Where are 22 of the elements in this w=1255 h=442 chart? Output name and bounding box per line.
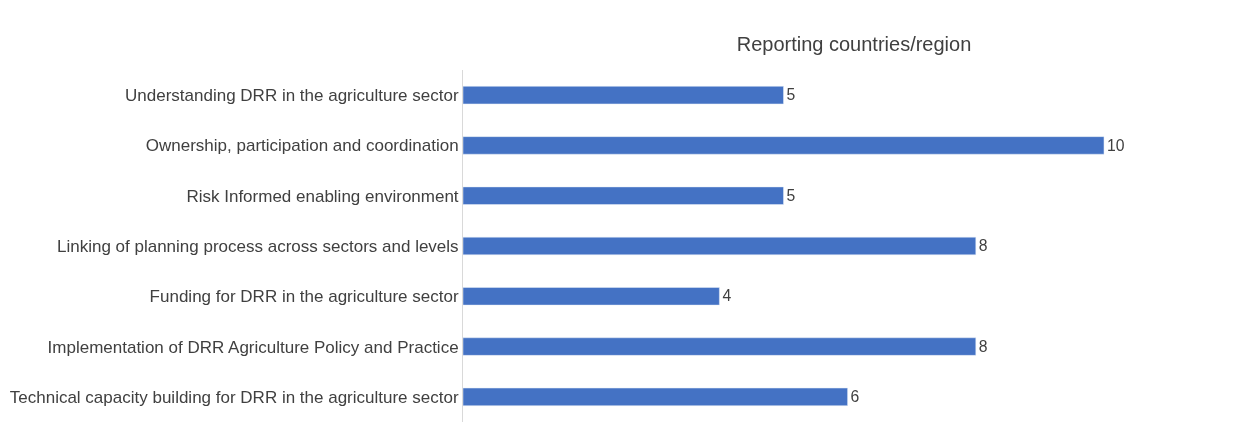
y-tick-label: Understanding DRR in the agriculture sector: [125, 86, 459, 106]
data-label: 5: [786, 186, 796, 204]
data-label: 5: [786, 86, 796, 104]
bar: [463, 387, 848, 406]
bar: [463, 236, 977, 256]
data-label: 8: [978, 237, 988, 255]
bar: [463, 337, 977, 356]
chart-title: Reporting countries/region: [736, 33, 972, 56]
data-label: 6: [850, 387, 860, 405]
y-tick-label: Funding for DRR in the agriculture sector: [149, 287, 459, 307]
data-label: 8: [978, 337, 988, 355]
bar: [463, 287, 720, 306]
y-tick-label: Linking of planning process across sectors and levels: [56, 236, 459, 256]
bar: [463, 136, 1105, 155]
y-tick-label: Technical capacity building for DRR in the agriculture sector: [9, 387, 459, 407]
bar: [463, 186, 784, 205]
y-tick-label: Ownership, participation and coordination: [145, 136, 459, 156]
y-tick-label: Risk Informed enabling environment: [186, 186, 459, 206]
data-label: 4: [722, 287, 732, 305]
y-tick-label: Implementation of DRR Agriculture Policy and Practice: [47, 337, 459, 357]
bar: [463, 86, 784, 105]
data-label: 10: [1106, 136, 1125, 154]
